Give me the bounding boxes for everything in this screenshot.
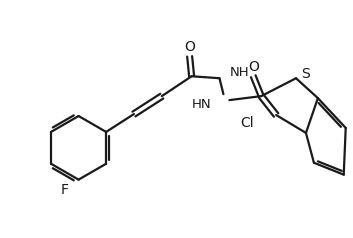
Text: NH: NH — [229, 66, 249, 79]
Text: O: O — [184, 40, 195, 55]
Text: HN: HN — [192, 98, 211, 111]
Text: S: S — [301, 67, 310, 81]
Text: O: O — [248, 60, 259, 74]
Text: F: F — [61, 183, 68, 197]
Text: Cl: Cl — [241, 116, 254, 130]
